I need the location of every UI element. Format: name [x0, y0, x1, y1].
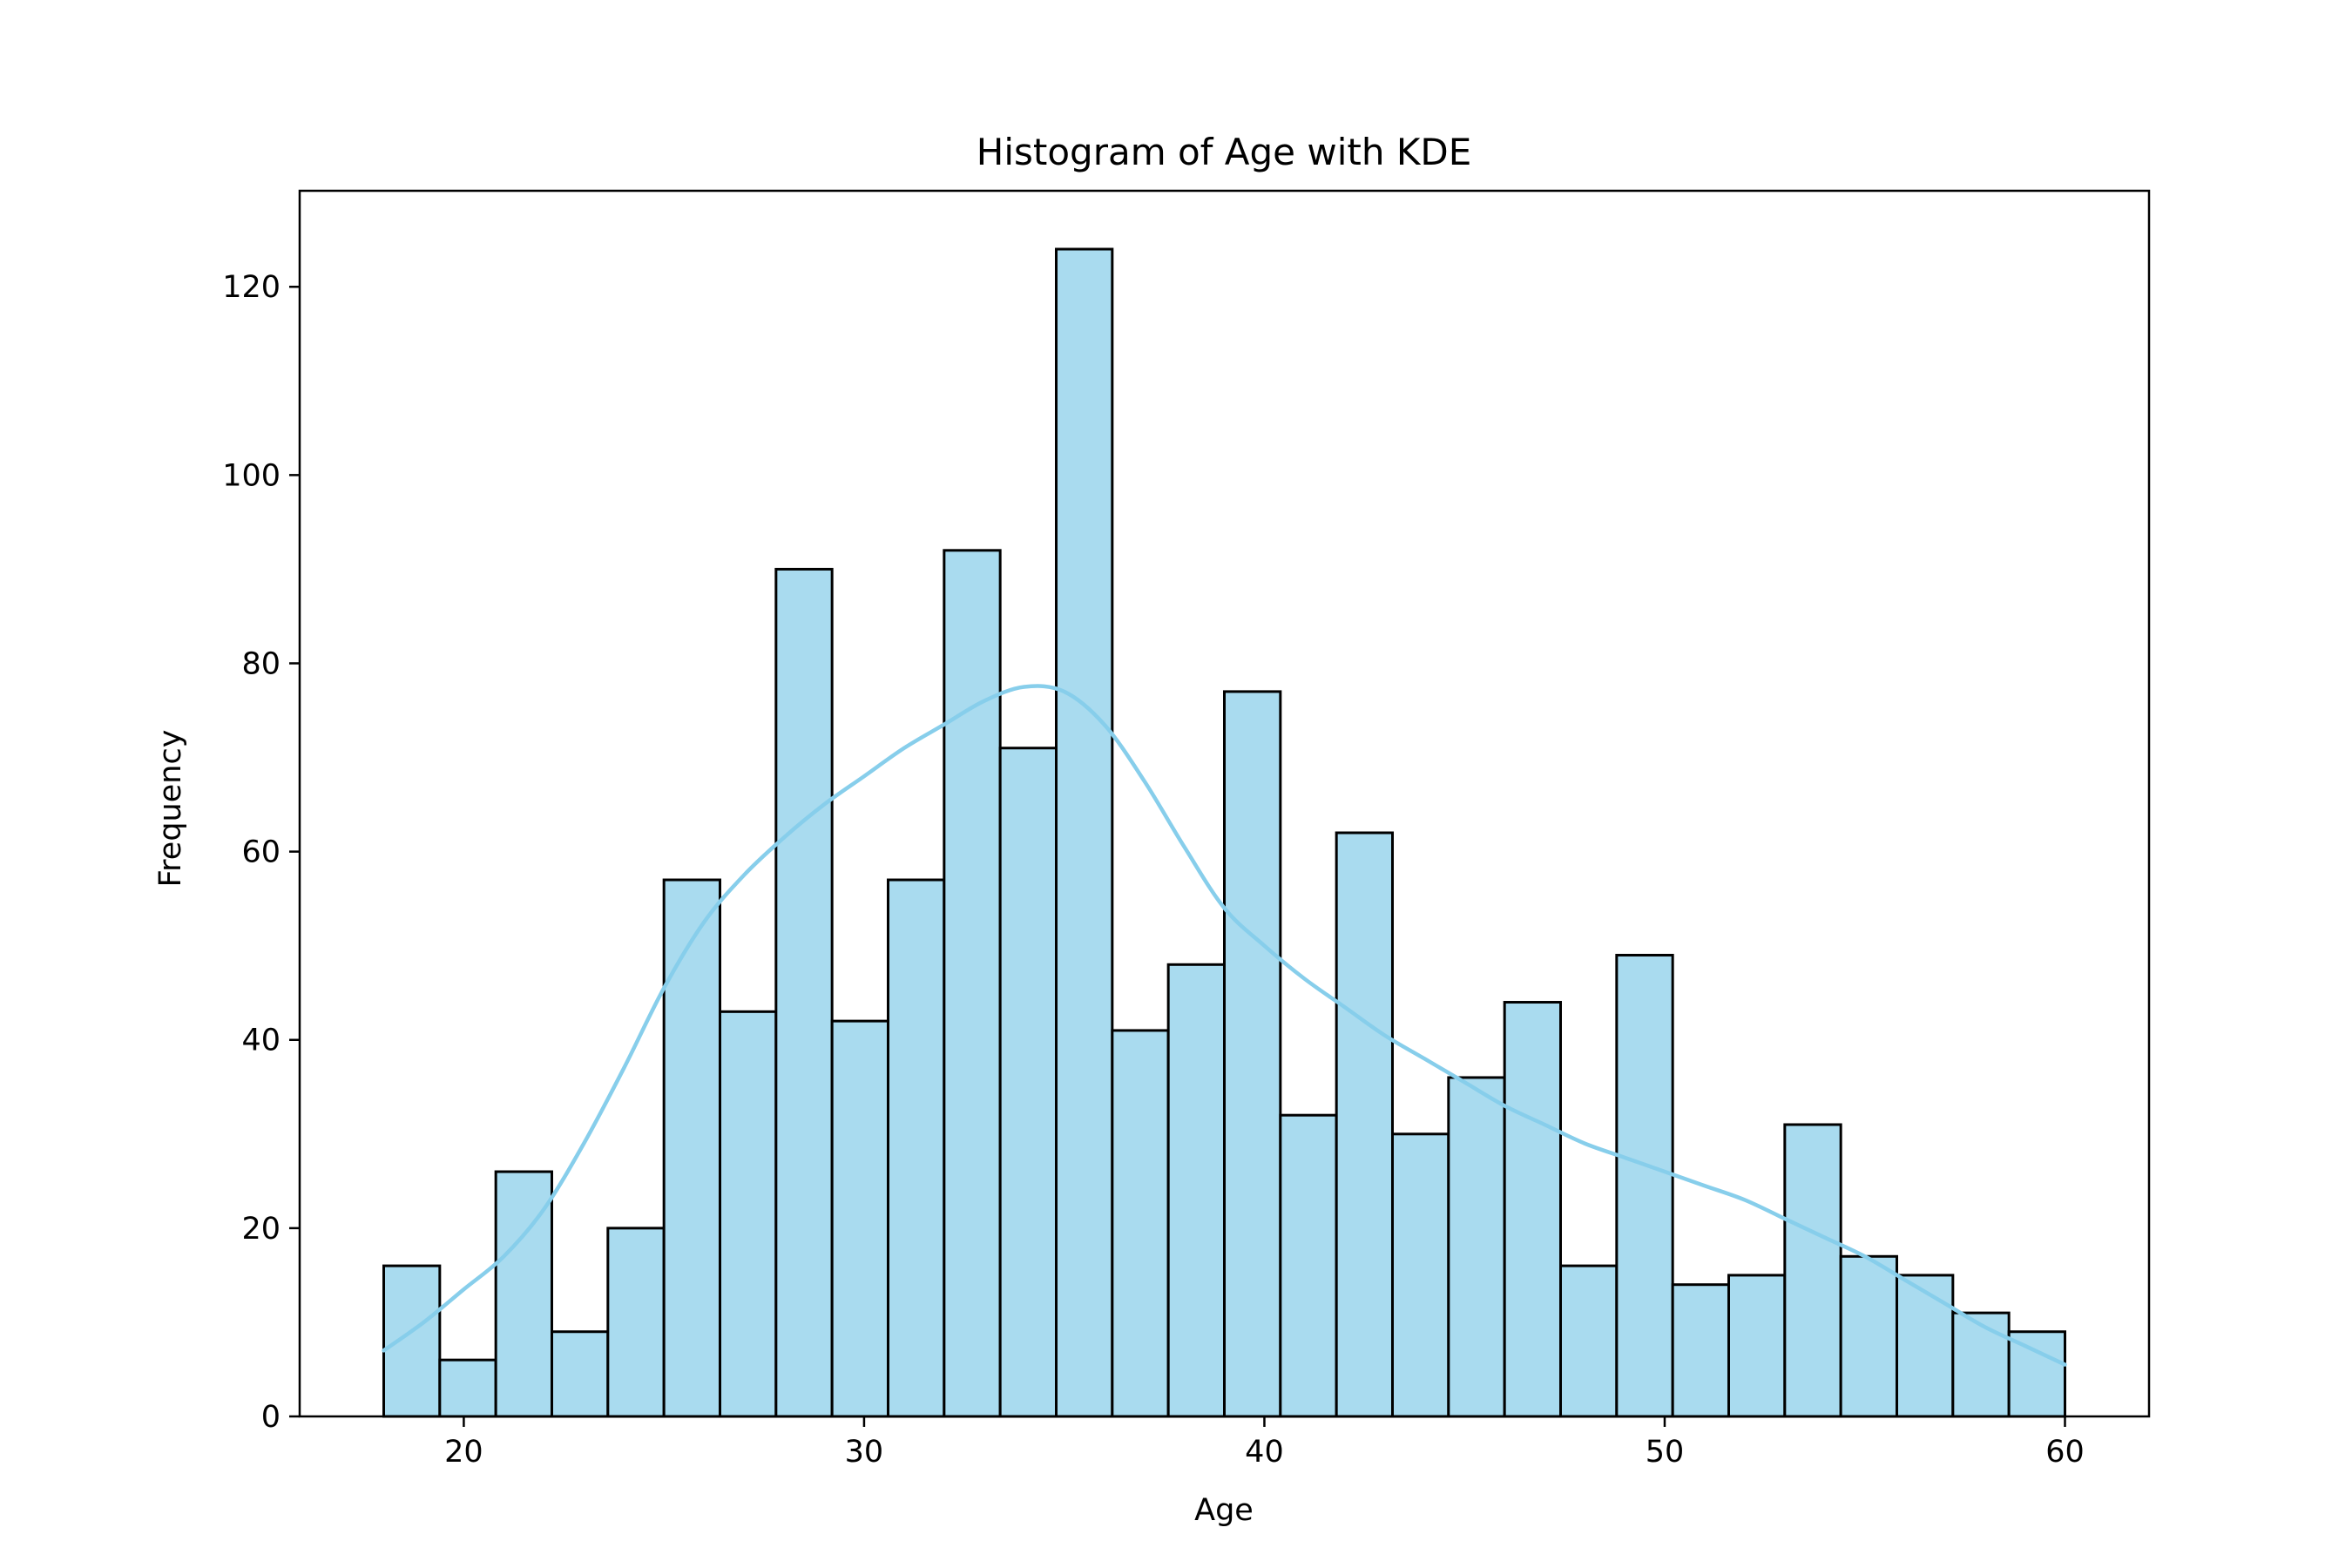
histogram-bar	[662, 878, 722, 1418]
x-tick-label: 60	[2045, 1435, 2085, 1470]
histogram-bar	[1447, 1076, 1506, 1418]
plot-frame	[298, 189, 2151, 1418]
histogram-bar	[382, 1264, 442, 1418]
histogram-bar	[1391, 1132, 1450, 1418]
y-tick-label: 120	[222, 270, 280, 305]
histogram-bar	[1839, 1254, 1899, 1418]
histogram-bar	[830, 1019, 890, 1418]
histogram-bar	[719, 1010, 778, 1418]
histogram-bar	[1335, 831, 1394, 1418]
x-tick-label: 30	[845, 1435, 884, 1470]
histogram-bar	[1615, 953, 1674, 1418]
y-tick-label: 20	[241, 1212, 280, 1247]
y-tick-label: 60	[241, 835, 280, 870]
histogram-bar	[1896, 1274, 1955, 1418]
kde-curve	[382, 684, 2067, 1367]
histogram-bar	[1783, 1123, 1842, 1418]
histogram-bar	[551, 1330, 610, 1418]
x-axis-label: Age	[1194, 1493, 1254, 1528]
x-axis-ticks: 20 30 40 50 60	[444, 1416, 2085, 1470]
histogram-bar	[606, 1227, 666, 1418]
y-tick-label: 40	[241, 1024, 280, 1058]
histogram-bar	[1559, 1264, 1619, 1418]
y-tick-label: 80	[241, 646, 280, 681]
histogram-bar	[1111, 1029, 1170, 1418]
histogram-bar	[943, 549, 1002, 1418]
y-tick-label: 100	[222, 458, 280, 493]
histogram-bar	[1727, 1274, 1787, 1418]
x-tick-label: 50	[1646, 1435, 1685, 1470]
histogram-bar	[1055, 247, 1114, 1418]
histogram-bar	[1671, 1283, 1730, 1418]
histogram-bar	[1166, 963, 1226, 1418]
y-tick-label: 0	[261, 1400, 280, 1435]
x-tick-label: 20	[444, 1435, 483, 1470]
histogram-bar	[1279, 1113, 1338, 1418]
y-axis-ticks: 0 20 40 60 80 100 120	[222, 270, 300, 1435]
x-tick-label: 40	[1245, 1435, 1284, 1470]
histogram-bar	[998, 747, 1058, 1418]
histogram-bar	[1951, 1311, 2011, 1418]
histogram-bars	[382, 247, 2067, 1418]
histogram-bar	[1223, 690, 1282, 1418]
histogram-bar	[438, 1358, 497, 1418]
histogram-bar	[887, 878, 946, 1418]
y-axis-label: Frequency	[153, 730, 188, 888]
chart-title: Histogram of Age with KDE	[977, 131, 1472, 173]
histogram-bar	[774, 567, 834, 1418]
histogram-bar	[1503, 1001, 1562, 1418]
